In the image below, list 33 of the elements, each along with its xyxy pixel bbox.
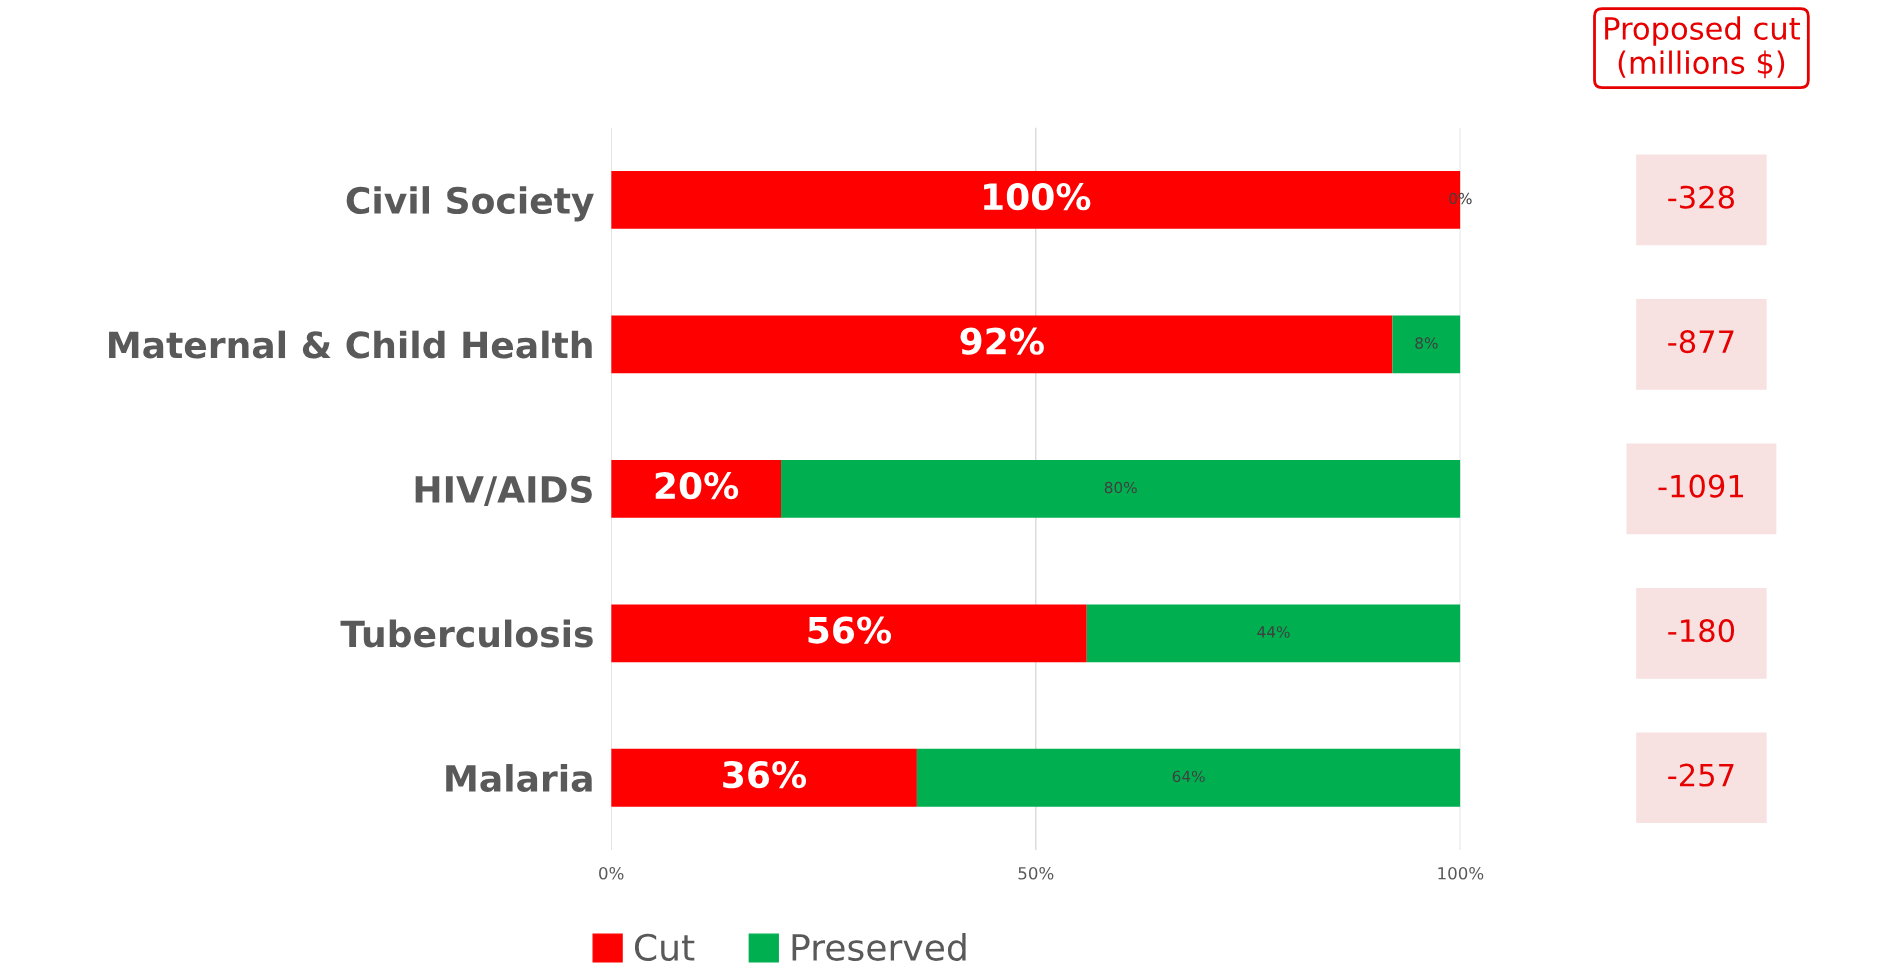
data-label: 8% [1415, 337, 1438, 349]
x-tick-label: 50% [1018, 866, 1054, 880]
bar [1392, 315, 1461, 374]
data-label: 20% [655, 471, 739, 500]
data-label: 80% [1104, 481, 1137, 494]
data-label: 36% [723, 760, 807, 789]
bar [611, 459, 782, 518]
bar [611, 315, 1393, 374]
bar [611, 748, 917, 807]
y-tick-label: Malaria [446, 764, 592, 792]
text: Proposed cut (millions $) [1605, 16, 1800, 79]
bar [611, 604, 1087, 663]
data-label: 56% [808, 616, 892, 644]
y-tick-label: HIV/AIDS [415, 475, 592, 506]
y-tick-label: Civil Society [346, 186, 594, 222]
y-tick-label: Tuberculosis [340, 619, 593, 648]
legend-label: Preserved [792, 933, 966, 962]
data-label: 44% [1257, 626, 1290, 638]
text: -257 [1668, 763, 1734, 787]
y-tick-label: Maternal & Child Health [109, 330, 592, 359]
text: -877 [1668, 330, 1734, 354]
bar [916, 748, 1461, 807]
x-tick-label: 0% [599, 866, 624, 880]
bar [1086, 604, 1461, 663]
data-label: 100% [984, 183, 1091, 211]
text: -328 [1668, 185, 1734, 209]
x-tick-label: 100% [1438, 866, 1484, 880]
data-label: 92% [960, 327, 1044, 355]
text: -1091 [1658, 474, 1743, 498]
data-label: 64% [1172, 770, 1205, 783]
bar [781, 459, 1461, 518]
legend-label: Cut [634, 933, 695, 962]
text: -180 [1668, 619, 1735, 643]
